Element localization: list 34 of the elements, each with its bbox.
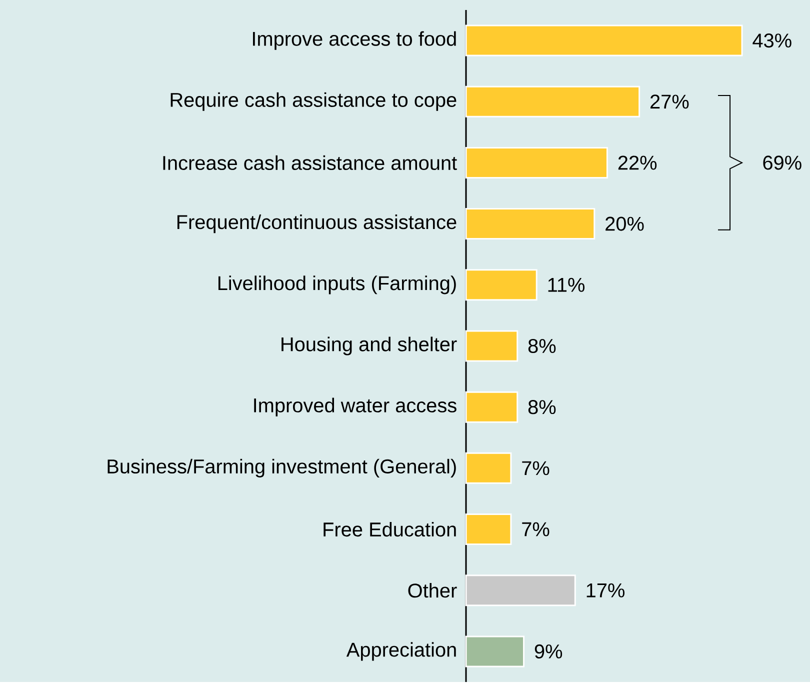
y-tick-label: Free Education (324, 522, 456, 537)
y-tick-label: Appreciation (346, 642, 456, 661)
data-label: 8% (528, 400, 556, 414)
data-label: 22% (618, 156, 657, 170)
data-label: 27% (650, 94, 689, 109)
y-tick-label: Improve access to food (253, 31, 456, 50)
y-tick-label: Improved water access (254, 398, 456, 416)
text: 69% (763, 156, 802, 170)
bar (465, 24, 743, 56)
bar (465, 269, 538, 301)
y-tick-label: Require cash assistance to cope (170, 92, 456, 112)
bar (465, 330, 518, 362)
y-tick-label: Increase cash assistance amount (163, 156, 457, 170)
data-label: 8% (528, 339, 556, 354)
data-label: 11% (548, 278, 584, 292)
y-tick-label: Housing and shelter (282, 336, 457, 356)
bar (465, 391, 518, 423)
bar (465, 452, 512, 484)
data-label: 43% (752, 34, 792, 48)
y-tick-label: Business/Farming investment (General) (108, 459, 456, 478)
data-label: 7% (522, 461, 550, 476)
bar (465, 574, 576, 606)
bar (465, 636, 525, 668)
y-tick-label: Other (408, 583, 457, 598)
bar (465, 86, 640, 118)
data-label: 17% (586, 584, 624, 598)
y-tick-label: Frequent/continuous assistance (177, 214, 456, 234)
bar (465, 208, 596, 240)
bar (465, 147, 608, 179)
data-label: 20% (606, 216, 644, 231)
bar (465, 514, 512, 546)
data-label: 7% (522, 522, 550, 536)
data-label: 9% (534, 644, 562, 659)
y-tick-label: Livelihood inputs (Farming) (218, 276, 456, 294)
